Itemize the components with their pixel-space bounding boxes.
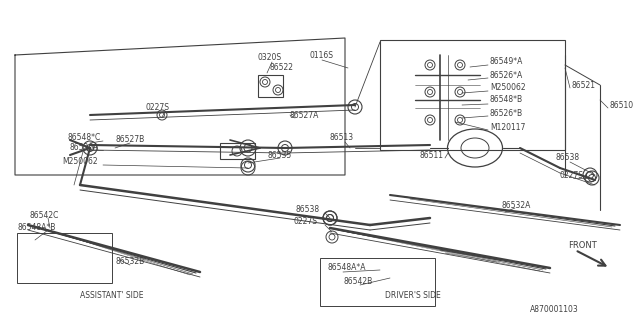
Text: 86526*B: 86526*B: [490, 108, 523, 117]
Bar: [17, 233, 112, 283]
Text: 86542C: 86542C: [30, 211, 60, 220]
Text: ASSISTANT' SIDE: ASSISTANT' SIDE: [80, 291, 143, 300]
Text: 86535: 86535: [268, 150, 292, 159]
Text: 86510: 86510: [610, 100, 634, 109]
Text: 86526*A: 86526*A: [490, 70, 524, 79]
Text: 86526A: 86526A: [70, 143, 99, 153]
Text: 86532B: 86532B: [115, 258, 144, 267]
Text: 0227S: 0227S: [145, 103, 169, 113]
Text: 86548*B: 86548*B: [490, 95, 523, 105]
Text: 86538: 86538: [295, 205, 319, 214]
Bar: [320, 258, 435, 306]
Text: 86527A: 86527A: [290, 110, 319, 119]
Text: FRONT: FRONT: [568, 241, 596, 250]
Text: 0227S: 0227S: [560, 171, 584, 180]
Text: 86513: 86513: [330, 133, 354, 142]
Text: 0116S: 0116S: [310, 51, 334, 60]
Text: M120117: M120117: [490, 124, 525, 132]
Text: 86542B: 86542B: [343, 277, 372, 286]
Text: 86527B: 86527B: [115, 135, 144, 145]
Text: 86538: 86538: [555, 154, 579, 163]
Text: 86532A: 86532A: [502, 201, 531, 210]
Text: 86548A*A: 86548A*A: [327, 263, 365, 273]
Text: A870001103: A870001103: [530, 306, 579, 315]
Text: 86549*A: 86549*A: [490, 58, 524, 67]
Text: 0227S: 0227S: [293, 218, 317, 227]
Bar: [380, 40, 565, 150]
Text: M250062: M250062: [62, 157, 98, 166]
Bar: [258, 75, 283, 97]
Text: 86548A*B: 86548A*B: [18, 223, 56, 233]
Text: M250062: M250062: [490, 84, 525, 92]
Text: 0320S: 0320S: [258, 53, 282, 62]
Text: 86521: 86521: [572, 81, 596, 90]
Text: DRIVER'S SIDE: DRIVER'S SIDE: [385, 291, 441, 300]
Text: 86511: 86511: [420, 150, 444, 159]
Bar: [220, 143, 255, 159]
Text: 86522: 86522: [270, 63, 294, 73]
Text: 86548*C: 86548*C: [68, 133, 101, 142]
